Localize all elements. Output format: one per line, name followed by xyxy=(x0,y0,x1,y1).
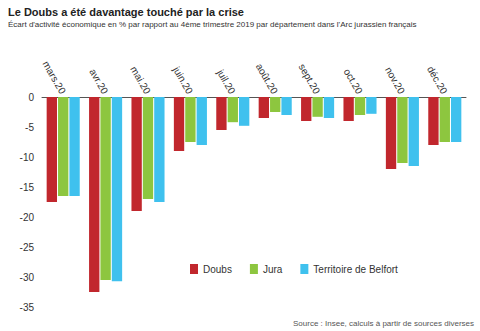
svg-text:Doubs: Doubs xyxy=(203,264,232,275)
svg-text:oct.20: oct.20 xyxy=(342,67,365,96)
svg-text:-35: -35 xyxy=(20,302,35,313)
svg-text:Le Doubs a été davantage touch: Le Doubs a été davantage touché par la c… xyxy=(8,6,244,18)
svg-text:-30: -30 xyxy=(20,272,35,283)
svg-text:-15: -15 xyxy=(20,182,35,193)
svg-text:sept.20: sept.20 xyxy=(296,62,322,96)
svg-text:0: 0 xyxy=(28,92,34,103)
svg-text:juil.20: juil.20 xyxy=(214,67,237,96)
svg-text:août.20: août.20 xyxy=(254,61,280,96)
svg-text:mai.20: mai.20 xyxy=(128,64,153,96)
svg-text:Jura: Jura xyxy=(263,264,283,275)
svg-text:Source : Insee, calculs à part: Source : Insee, calculs à partir de sour… xyxy=(293,319,474,328)
svg-text:nov.20: nov.20 xyxy=(383,65,407,96)
svg-text:juin.20: juin.20 xyxy=(170,64,195,96)
svg-text:Écart d'activité économique en: Écart d'activité économique en % par rap… xyxy=(8,20,417,29)
svg-text:déc.20: déc.20 xyxy=(425,64,450,96)
svg-text:Territoire de Belfort: Territoire de Belfort xyxy=(313,264,398,275)
svg-text:-25: -25 xyxy=(20,242,35,253)
svg-text:-20: -20 xyxy=(20,212,35,223)
svg-text:-10: -10 xyxy=(20,152,35,163)
svg-text:mars.20: mars.20 xyxy=(40,59,68,96)
svg-text:-5: -5 xyxy=(25,122,34,133)
svg-text:avr.20: avr.20 xyxy=(87,67,110,96)
